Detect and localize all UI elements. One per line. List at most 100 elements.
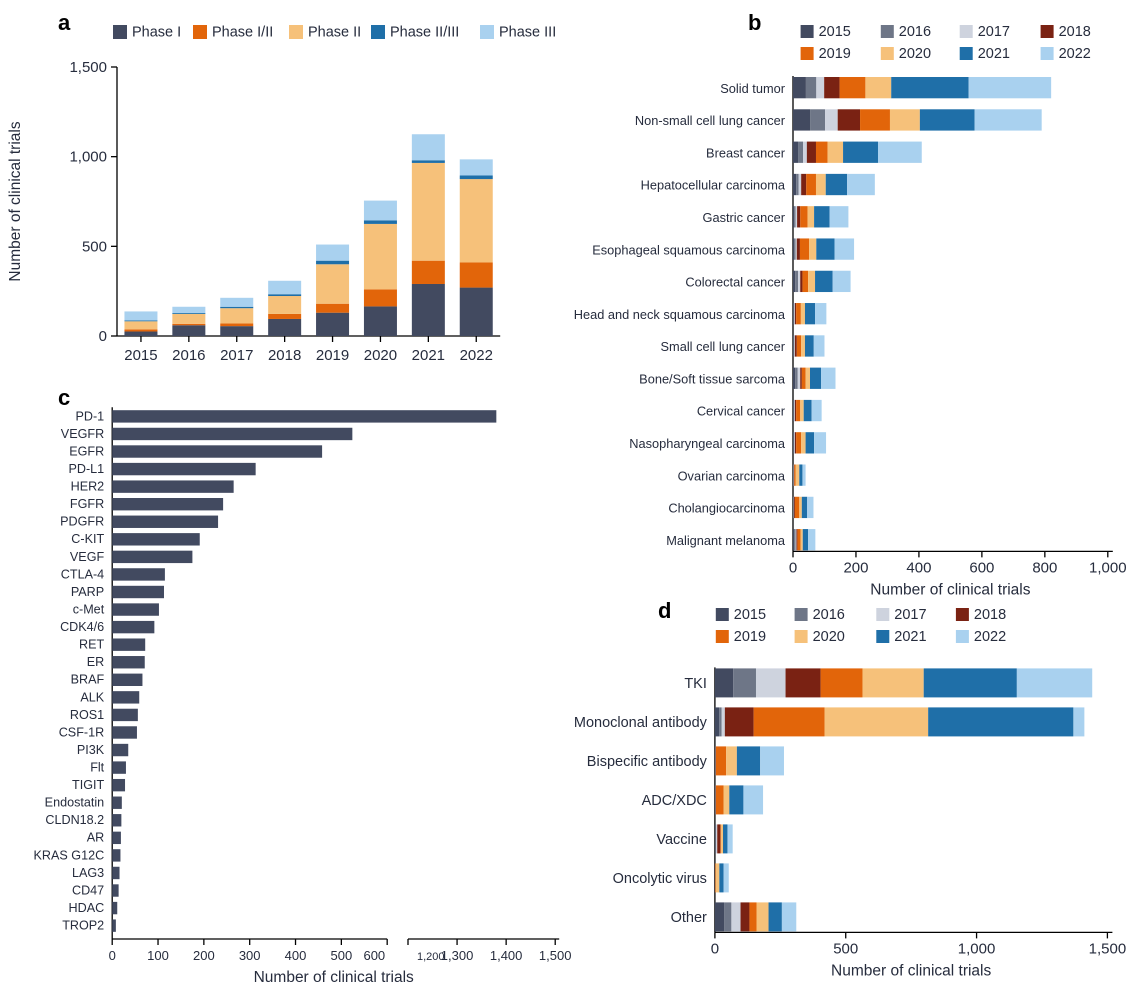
svg-text:Nasopharyngeal carcinoma: Nasopharyngeal carcinoma	[629, 436, 786, 451]
svg-text:0: 0	[711, 940, 719, 957]
svg-text:BRAF: BRAF	[71, 673, 105, 687]
svg-text:2015: 2015	[819, 24, 851, 40]
svg-text:Bone/Soft tissue sarcoma: Bone/Soft tissue sarcoma	[639, 371, 786, 386]
svg-text:TKI: TKI	[684, 676, 707, 692]
svg-text:Small cell lung cancer: Small cell lung cancer	[661, 339, 786, 354]
svg-text:PD-L1: PD-L1	[68, 462, 104, 476]
svg-text:600: 600	[363, 948, 385, 963]
svg-text:Esophageal squamous carcinoma: Esophageal squamous carcinoma	[592, 242, 786, 257]
svg-text:2020: 2020	[813, 629, 845, 645]
svg-text:Phase I/II: Phase I/II	[212, 25, 273, 41]
svg-text:HER2: HER2	[71, 480, 105, 494]
svg-text:1,000: 1,000	[1089, 559, 1127, 576]
svg-text:Gastric cancer: Gastric cancer	[703, 210, 786, 225]
svg-text:C-KIT: C-KIT	[71, 532, 104, 546]
svg-text:0: 0	[789, 559, 797, 576]
svg-text:1,500: 1,500	[539, 948, 572, 963]
svg-text:Endostatin: Endostatin	[45, 796, 105, 810]
svg-text:VEGF: VEGF	[70, 550, 105, 564]
svg-text:1,300: 1,300	[441, 948, 474, 963]
svg-text:PDGFR: PDGFR	[60, 515, 104, 529]
svg-text:CTLA-4: CTLA-4	[61, 567, 104, 581]
svg-text:2020: 2020	[899, 46, 931, 62]
svg-text:2019: 2019	[316, 347, 349, 364]
svg-text:Cholangiocarcinoma: Cholangiocarcinoma	[668, 501, 786, 516]
svg-text:2018: 2018	[974, 607, 1006, 623]
svg-text:TROP2: TROP2	[62, 919, 104, 933]
svg-text:Flt: Flt	[90, 761, 104, 775]
svg-text:500: 500	[82, 238, 107, 255]
svg-text:Malignant melanoma: Malignant melanoma	[666, 533, 786, 548]
svg-text:CD47: CD47	[72, 883, 104, 897]
svg-text:TIGIT: TIGIT	[72, 778, 104, 792]
svg-text:2022: 2022	[974, 629, 1006, 645]
svg-text:Cervical cancer: Cervical cancer	[697, 404, 786, 419]
svg-text:CSF-1R: CSF-1R	[59, 725, 104, 739]
svg-text:Solid tumor: Solid tumor	[720, 81, 785, 96]
svg-text:d: d	[658, 598, 671, 623]
svg-text:CLDN18.2: CLDN18.2	[45, 813, 104, 827]
svg-text:2021: 2021	[412, 347, 445, 364]
svg-text:2017: 2017	[894, 607, 926, 623]
svg-text:Phase II/III: Phase II/III	[390, 25, 459, 41]
svg-text:2016: 2016	[172, 347, 205, 364]
svg-text:ROS1: ROS1	[70, 708, 104, 722]
svg-text:AR: AR	[87, 831, 105, 845]
svg-text:PI3K: PI3K	[77, 743, 105, 757]
svg-text:a: a	[58, 10, 71, 35]
svg-text:0: 0	[99, 328, 107, 345]
svg-text:2019: 2019	[819, 46, 851, 62]
svg-text:Vaccine: Vaccine	[656, 832, 707, 848]
svg-text:0: 0	[109, 948, 116, 963]
svg-text:Breast cancer: Breast cancer	[706, 145, 786, 160]
svg-text:500: 500	[330, 948, 352, 963]
svg-text:2015: 2015	[734, 607, 766, 623]
svg-text:2017: 2017	[978, 24, 1010, 40]
svg-text:1,200: 1,200	[417, 951, 445, 963]
svg-text:2022: 2022	[1059, 46, 1091, 62]
svg-text:2016: 2016	[813, 607, 845, 623]
svg-text:Number of clinical trials: Number of clinical trials	[254, 969, 414, 986]
svg-text:1,000: 1,000	[958, 940, 996, 957]
svg-text:c-Met: c-Met	[73, 602, 105, 616]
svg-text:1,500: 1,500	[69, 59, 107, 76]
svg-text:Number of clinical trials: Number of clinical trials	[870, 581, 1030, 598]
svg-text:Number of clinical trials: Number of clinical trials	[831, 962, 991, 979]
svg-text:800: 800	[1032, 559, 1057, 576]
svg-text:2015: 2015	[124, 347, 157, 364]
svg-text:Phase III: Phase III	[499, 25, 556, 41]
svg-text:2022: 2022	[460, 347, 493, 364]
svg-text:500: 500	[833, 940, 858, 957]
svg-text:Non-small cell lung cancer: Non-small cell lung cancer	[635, 113, 786, 128]
svg-text:2017: 2017	[220, 347, 253, 364]
svg-text:KRAS G12C: KRAS G12C	[33, 848, 104, 862]
svg-text:ADC/XDC: ADC/XDC	[642, 793, 707, 809]
svg-text:1,000: 1,000	[69, 149, 107, 166]
svg-text:2018: 2018	[1059, 24, 1091, 40]
svg-text:100: 100	[147, 948, 169, 963]
svg-text:400: 400	[285, 948, 307, 963]
svg-text:RET: RET	[79, 638, 104, 652]
svg-text:2019: 2019	[734, 629, 766, 645]
svg-text:Head and neck squamous carcino: Head and neck squamous carcinoma	[574, 307, 786, 322]
svg-text:400: 400	[906, 559, 931, 576]
svg-text:Phase II: Phase II	[308, 25, 361, 41]
svg-text:PARP: PARP	[71, 585, 104, 599]
svg-text:Monoclonal antibody: Monoclonal antibody	[574, 715, 708, 731]
svg-text:ALK: ALK	[80, 690, 104, 704]
svg-text:1,500: 1,500	[1089, 940, 1127, 957]
svg-text:1,400: 1,400	[490, 948, 523, 963]
svg-text:CDK4/6: CDK4/6	[60, 620, 104, 634]
svg-text:Ovarian carcinoma: Ovarian carcinoma	[678, 468, 786, 483]
svg-text:2020: 2020	[364, 347, 397, 364]
svg-text:b: b	[748, 10, 761, 35]
svg-text:Number of clinical trials: Number of clinical trials	[7, 121, 24, 281]
svg-text:200: 200	[193, 948, 215, 963]
svg-text:LAG3: LAG3	[72, 866, 104, 880]
svg-text:c: c	[58, 385, 70, 410]
svg-text:VEGFR: VEGFR	[61, 427, 104, 441]
svg-text:Bispecific antibody: Bispecific antibody	[587, 754, 708, 770]
svg-text:HDAC: HDAC	[69, 901, 105, 915]
svg-text:300: 300	[239, 948, 261, 963]
svg-text:Oncolytic virus: Oncolytic virus	[613, 871, 707, 887]
